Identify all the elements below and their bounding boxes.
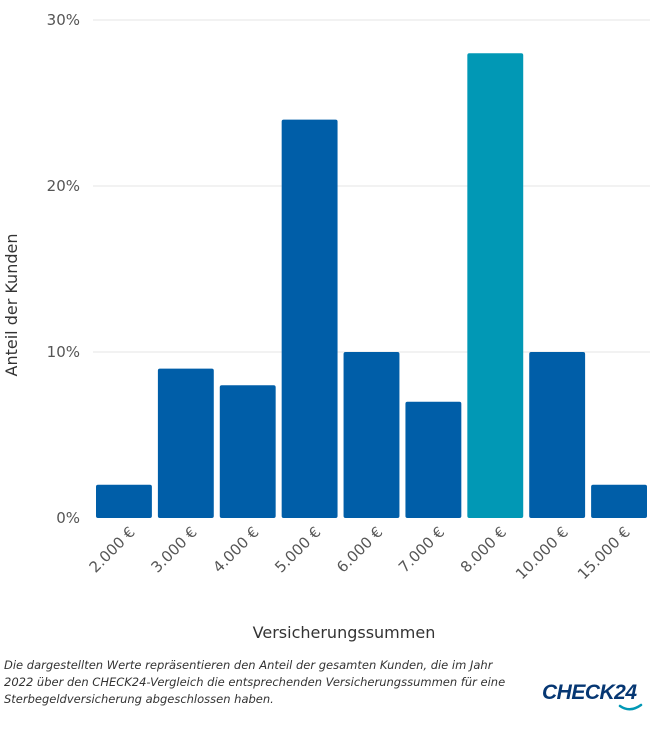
x-tick-label: 15.000 €	[574, 523, 634, 583]
grid-lines	[93, 19, 650, 353]
bar	[343, 352, 400, 518]
bar	[96, 484, 152, 518]
x-tick-label: 6.000 €	[333, 523, 386, 576]
check24-logo: CHECK24	[542, 681, 643, 711]
bar	[219, 385, 276, 518]
bar	[281, 119, 338, 518]
x-axis-ticks: 2.000 €3.000 €4.000 €5.000 €6.000 €7.000…	[86, 523, 634, 583]
y-tick-label: 20%	[47, 177, 80, 195]
bar	[591, 484, 647, 518]
y-axis-title: Anteil der Kunden	[2, 234, 21, 377]
x-tick-label: 10.000 €	[512, 523, 572, 583]
x-tick-label: 4.000 €	[209, 523, 262, 576]
footnote: Die dargestellten Werte repräsentieren d…	[4, 658, 506, 706]
y-tick-label: 0%	[56, 509, 80, 527]
x-tick-label: 2.000 €	[86, 523, 139, 576]
x-axis-title: Versicherungssummen	[253, 623, 436, 642]
x-tick-label: 8.000 €	[457, 523, 510, 576]
y-tick-label: 30%	[47, 11, 80, 29]
logo-text: CHECK24	[542, 681, 637, 704]
x-tick-label: 7.000 €	[395, 523, 448, 576]
bar	[157, 368, 214, 518]
bars	[96, 53, 647, 518]
bar	[529, 352, 586, 518]
logo-swoosh-icon	[618, 703, 643, 711]
x-tick-label: 5.000 €	[271, 523, 324, 576]
bar	[467, 53, 524, 518]
y-tick-label: 10%	[47, 343, 80, 361]
bar-chart: 0% 10% 20% 30% 2.000 €3.000 €4.000 €5.000 €…	[2, 11, 650, 642]
x-tick-label: 3.000 €	[147, 523, 200, 576]
bar	[405, 401, 462, 518]
y-axis-ticks: 0% 10% 20% 30%	[47, 11, 80, 527]
